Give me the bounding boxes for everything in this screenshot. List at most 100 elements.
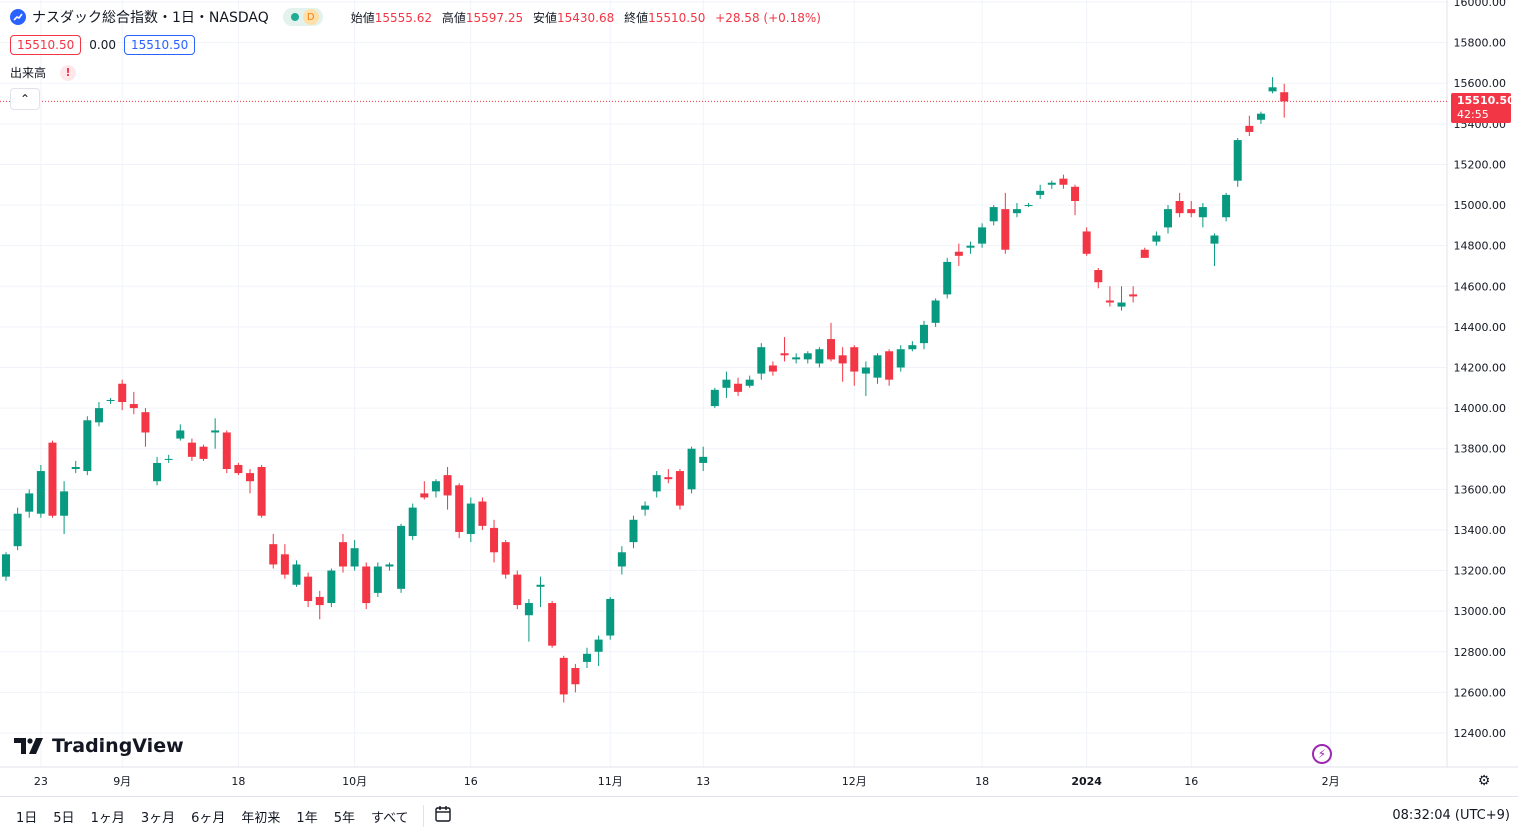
candle[interactable] xyxy=(71,460,80,474)
candle[interactable] xyxy=(1117,286,1126,311)
candle[interactable] xyxy=(187,438,196,461)
candle[interactable] xyxy=(966,241,975,254)
candle[interactable] xyxy=(919,320,928,350)
delayed-data-badge[interactable]: D xyxy=(302,9,319,25)
candle[interactable] xyxy=(768,361,777,376)
candle[interactable] xyxy=(803,351,812,364)
candle[interactable] xyxy=(1210,233,1219,266)
candle[interactable] xyxy=(989,205,998,226)
range-3m[interactable]: 3ヶ月 xyxy=(140,810,176,826)
candle[interactable] xyxy=(943,257,952,299)
candle[interactable] xyxy=(501,540,510,579)
range-6m[interactable]: 6ヶ月 xyxy=(191,810,226,826)
candle[interactable] xyxy=(641,501,650,516)
candle[interactable] xyxy=(164,454,173,463)
candle[interactable] xyxy=(1222,192,1231,222)
candle[interactable] xyxy=(455,483,464,539)
candle[interactable] xyxy=(722,371,731,398)
candle[interactable] xyxy=(583,647,591,669)
candle[interactable] xyxy=(1164,205,1172,234)
candle[interactable] xyxy=(699,446,708,472)
candle[interactable] xyxy=(1175,192,1184,218)
candle[interactable] xyxy=(1001,192,1010,254)
candle[interactable] xyxy=(280,544,289,579)
range-1y[interactable]: 1年 xyxy=(296,810,318,826)
candle[interactable] xyxy=(606,596,615,640)
candle[interactable] xyxy=(362,562,371,610)
candle[interactable] xyxy=(1268,77,1277,94)
candle[interactable] xyxy=(327,568,336,608)
candle[interactable] xyxy=(1245,115,1254,137)
market-status[interactable]: D xyxy=(282,8,323,26)
candle[interactable] xyxy=(1233,138,1242,187)
candle[interactable] xyxy=(269,534,278,569)
candle[interactable] xyxy=(490,519,499,563)
candle[interactable] xyxy=(675,469,684,510)
candle[interactable] xyxy=(827,322,836,362)
warning-icon[interactable]: ! xyxy=(60,64,77,81)
candle[interactable] xyxy=(176,424,185,441)
candle[interactable] xyxy=(153,456,162,486)
candle[interactable] xyxy=(443,466,452,510)
candle[interactable] xyxy=(315,590,324,620)
candle[interactable] xyxy=(792,353,801,364)
candle[interactable] xyxy=(861,361,870,396)
candle[interactable] xyxy=(1012,203,1021,218)
range-ytd[interactable]: 年初来 xyxy=(241,810,281,826)
candle[interactable] xyxy=(48,440,57,518)
candle[interactable] xyxy=(1140,247,1149,258)
candle[interactable] xyxy=(850,345,859,386)
candle[interactable] xyxy=(25,489,34,518)
lightning-icon[interactable]: ⚡ xyxy=(1312,744,1332,764)
candle[interactable] xyxy=(478,497,487,530)
range-5y[interactable]: 5年 xyxy=(333,810,355,826)
candle[interactable] xyxy=(954,243,963,266)
symbol-title[interactable]: ナスダック総合指数・1日・NASDAQ xyxy=(32,10,269,26)
candle[interactable] xyxy=(617,546,626,575)
symbol-logo-icon[interactable] xyxy=(10,9,26,25)
clock-timezone[interactable]: 08:32:04 (UTC+9) xyxy=(1392,808,1510,823)
candle[interactable] xyxy=(60,481,69,535)
candle[interactable] xyxy=(338,534,347,573)
candle[interactable] xyxy=(513,570,522,610)
candle[interactable] xyxy=(734,377,743,396)
settings-gear-icon[interactable]: ⚙ xyxy=(1477,773,1491,789)
candle[interactable] xyxy=(420,481,429,500)
range-all[interactable]: すべて xyxy=(370,810,409,826)
tradingview-logo[interactable]: TradingView xyxy=(14,735,184,757)
candle[interactable] xyxy=(1047,180,1056,189)
candle[interactable] xyxy=(292,560,301,587)
candle[interactable] xyxy=(873,353,882,384)
go-to-date-icon[interactable] xyxy=(434,805,452,827)
candle[interactable] xyxy=(431,479,440,498)
candle[interactable] xyxy=(1256,111,1265,124)
candle[interactable] xyxy=(757,343,766,380)
candle[interactable] xyxy=(1082,227,1091,256)
candle[interactable] xyxy=(141,408,150,447)
candle[interactable] xyxy=(118,379,127,411)
candle[interactable] xyxy=(1024,203,1033,208)
candle[interactable] xyxy=(2,552,10,581)
volume-indicator[interactable]: 出来高 ! xyxy=(10,64,77,81)
collapse-legend-button[interactable]: ⌃ xyxy=(10,88,40,110)
candle[interactable] xyxy=(94,402,103,427)
candle[interactable] xyxy=(687,446,696,494)
candle[interactable] xyxy=(978,223,987,248)
candle[interactable] xyxy=(129,391,138,415)
candle[interactable] xyxy=(257,464,266,518)
candle[interactable] xyxy=(745,375,754,388)
candle[interactable] xyxy=(629,515,638,549)
candle[interactable] xyxy=(199,444,208,461)
range-5d[interactable]: 5日 xyxy=(53,810,75,826)
candle[interactable] xyxy=(664,469,673,484)
candle[interactable] xyxy=(211,418,220,449)
candle[interactable] xyxy=(594,635,603,666)
candle[interactable] xyxy=(13,507,22,551)
candle[interactable] xyxy=(896,345,905,372)
candle[interactable] xyxy=(1036,184,1045,199)
candle[interactable] xyxy=(1280,83,1289,118)
candle[interactable] xyxy=(652,471,661,498)
candle[interactable] xyxy=(1129,286,1138,303)
candle[interactable] xyxy=(838,347,847,382)
candle[interactable] xyxy=(548,601,557,648)
